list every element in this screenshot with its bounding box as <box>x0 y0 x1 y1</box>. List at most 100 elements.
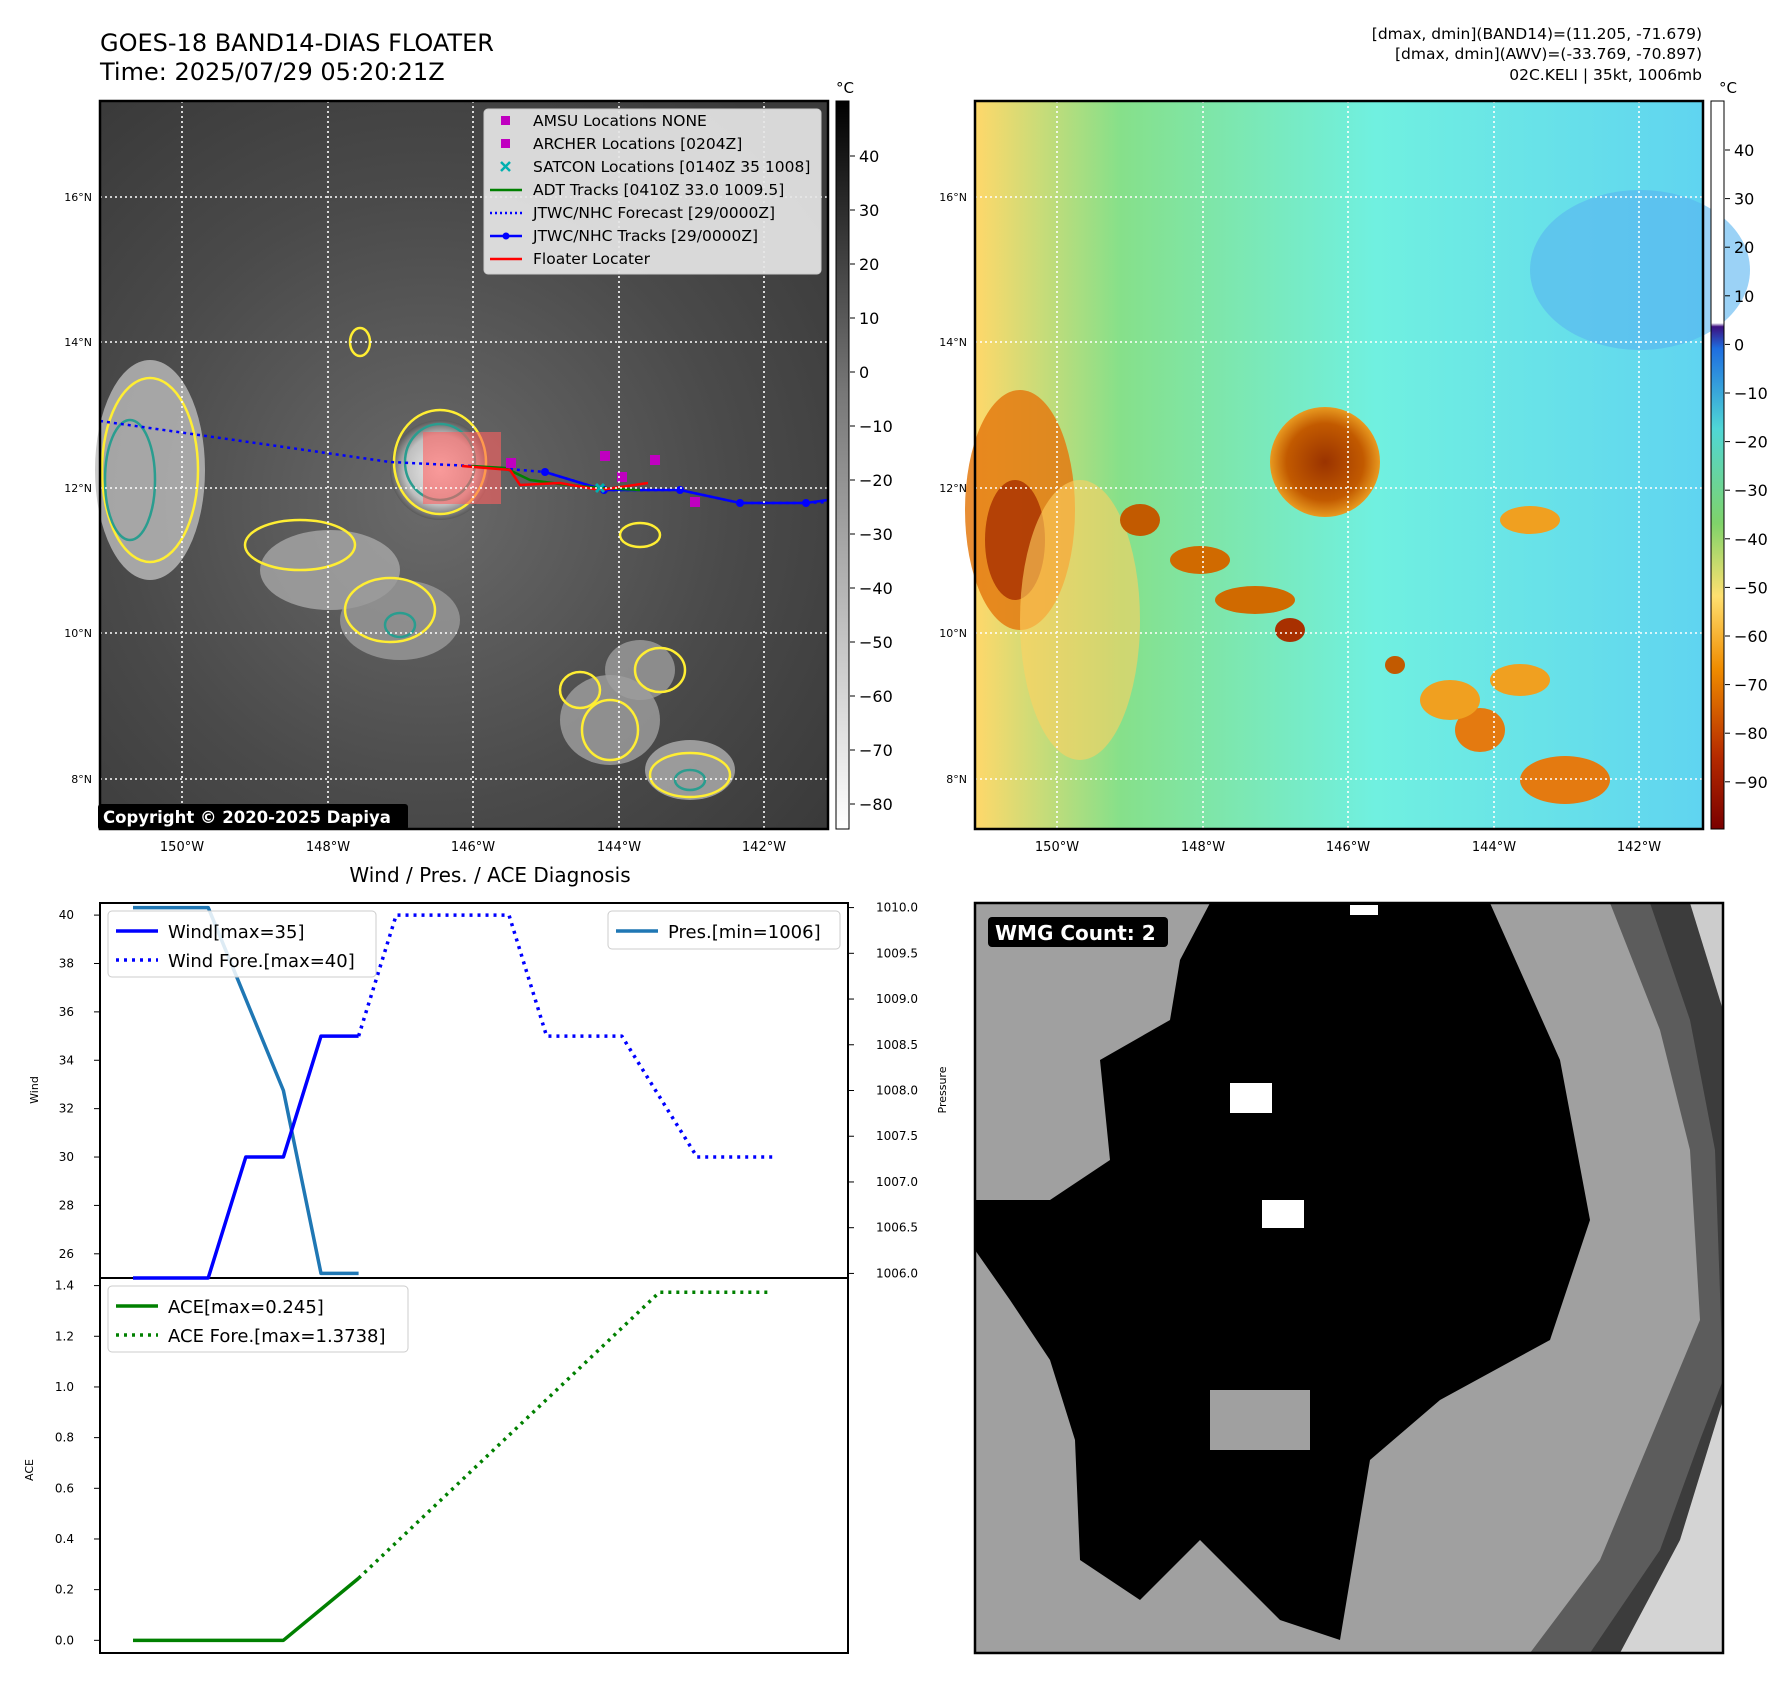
lat-label: 16°N <box>939 191 967 204</box>
wmg-count-text: WMG Count: 2 <box>995 921 1156 945</box>
ace-tick-label: 1.4 <box>55 1279 74 1293</box>
colorbar-tick-label: 20 <box>859 255 879 274</box>
colorbar-tick-label: 30 <box>1734 190 1754 209</box>
ir-panel: Copyright © 2020-2025 Dapiya AMSU Locati… <box>64 79 893 855</box>
wind-tick-label: 36 <box>59 1005 74 1019</box>
wmg-band-dark <box>1530 903 1723 1653</box>
lat-label: 14°N <box>64 336 92 349</box>
ir-legend-entries: AMSU Locations NONE ARCHER Locations [020… <box>490 112 810 268</box>
ace-tick-label: 0.0 <box>55 1633 74 1647</box>
colorbar-tick-label: −60 <box>859 687 893 706</box>
pressure-tick-label: 1006.0 <box>876 1266 918 1280</box>
legend-entry-label: ADT Tracks [0410Z 33.0 1009.5] <box>533 181 784 199</box>
colorbar-tick-label: −50 <box>859 633 893 652</box>
wind-tick-label: 34 <box>59 1053 74 1067</box>
wmg-corner-light <box>1690 903 1723 1010</box>
colorbar-tick-label: −70 <box>859 741 893 760</box>
info-storm: 02C.KELI | 35kt, 1006mb <box>1509 66 1702 84</box>
ace-tick-label: 1.0 <box>55 1380 74 1394</box>
wind-axis-label: Wind <box>28 1076 41 1104</box>
colorbar-tick-label: −30 <box>859 525 893 544</box>
pressure-tick-label: 1007.5 <box>876 1129 918 1143</box>
diagnosis-chart: Wind / Pres. / ACE Diagnosis Wind Pressu… <box>23 863 949 1654</box>
wmg-bottom-light <box>1620 1400 1723 1653</box>
wv-gridlines <box>975 101 1703 829</box>
legend-entry-label: ARCHER Locations [0204Z] <box>533 135 742 153</box>
lat-label: 10°N <box>939 627 967 640</box>
colorbar-tick-label: −40 <box>859 579 893 598</box>
ir-colorbar <box>835 100 850 830</box>
ace-legend-label: ACE[max=0.245] <box>168 1297 324 1318</box>
lon-label: 146°W <box>451 840 495 855</box>
colorbar-tick-label: 10 <box>1734 287 1754 306</box>
lat-label: 12°N <box>64 482 92 495</box>
colorbar-tick-label: 40 <box>1734 141 1754 160</box>
lat-label: 16°N <box>64 191 92 204</box>
pressure-tick-label: 1006.5 <box>876 1221 918 1235</box>
colorbar-tick-label: −50 <box>1734 578 1768 597</box>
pressure-line <box>133 905 359 1276</box>
copyright-text: Copyright © 2020-2025 Dapiya <box>103 808 391 827</box>
colorbar-tick-label: −20 <box>859 471 893 490</box>
wind-tick-label: 28 <box>59 1198 74 1212</box>
colorbar-tick-label: 0 <box>1734 335 1744 354</box>
wv-colorbar-ticks: 40 30 20 10 0 −10 −20 −30 −40 −50 −60 −70 −80 −90 <box>1725 141 1768 792</box>
info-band14: [dmax, dmin](BAND14)=(11.205, -71.679) <box>1372 25 1702 43</box>
pressure-legend <box>607 910 841 950</box>
wind-tick-label: 38 <box>59 956 74 970</box>
lon-label: 144°W <box>1472 840 1516 855</box>
lon-label: 142°W <box>742 840 786 855</box>
wmg-white-patch-3 <box>1350 905 1378 915</box>
colorbar-tick-label: −80 <box>1734 724 1768 743</box>
colorbar-tick-label: −20 <box>1734 433 1768 452</box>
colorbar-tick-label: 30 <box>859 201 879 220</box>
wv-lon-labels: 150°W 148°W 146°W 144°W 142°W <box>1035 840 1661 855</box>
lat-label: 14°N <box>939 336 967 349</box>
wind-tick-label: 26 <box>59 1247 74 1261</box>
ace-fore-legend-label: ACE Fore.[max=1.3738] <box>168 1326 386 1347</box>
diagnosis-series <box>133 905 773 1643</box>
figure-time: Time: 2025/07/29 05:20:21Z <box>99 58 445 86</box>
ir-frame <box>98 99 830 831</box>
pressure-legend-label: Pres.[min=1006] <box>668 922 821 943</box>
wmg-white-patch-2 <box>1262 1200 1304 1228</box>
colorbar-tick-label: −60 <box>1734 627 1768 646</box>
lon-label: 148°W <box>1181 840 1225 855</box>
ace-tick-label: 1.2 <box>55 1329 74 1343</box>
wind-fore-legend-label: Wind Fore.[max=40] <box>168 951 355 972</box>
ir-lat-labels: 16°N 14°N 12°N 10°N 8°N <box>64 191 92 786</box>
info-awv: [dmax, dmin](AWV)=(-33.769, -70.897) <box>1395 45 1702 63</box>
wv-colorbar-unit: °C <box>1719 79 1737 97</box>
pressure-tick-label: 1008.5 <box>876 1038 918 1052</box>
ace-legend <box>107 1285 409 1353</box>
wind-ticks: 26 28 30 32 34 36 38 40 <box>59 908 100 1261</box>
archer-points <box>506 451 700 507</box>
wv-frame <box>973 99 1705 831</box>
colorbar-tick-label: −90 <box>1734 773 1768 792</box>
colorbar-tick-label: −10 <box>859 417 893 436</box>
ace-axis-label: ACE <box>23 1459 36 1481</box>
pressure-tick-label: 1010.0 <box>876 901 918 915</box>
wind-tick-label: 30 <box>59 1150 74 1164</box>
ir-colorbar-unit: °C <box>836 79 854 97</box>
legend-marker-square <box>501 116 510 125</box>
wmg-gray-patch <box>1210 1390 1310 1450</box>
pressure-axis-label: Pressure <box>936 1066 949 1113</box>
lon-label: 146°W <box>1326 840 1370 855</box>
colorbar-tick-label: −80 <box>859 795 893 814</box>
diagnosis-title: Wind / Pres. / ACE Diagnosis <box>349 863 630 887</box>
wmg-panel: WMG Count: 2 <box>973 901 1725 1655</box>
wmg-frame <box>973 901 1725 1655</box>
pressure-tick-label: 1009.5 <box>876 946 918 960</box>
wind-legend <box>107 910 377 978</box>
floater-locater-track <box>461 464 649 492</box>
pressure-tick-label: 1008.0 <box>876 1084 918 1098</box>
lat-label: 8°N <box>946 773 967 786</box>
colorbar-tick-label: 20 <box>1734 238 1754 257</box>
ir-legend <box>483 108 822 275</box>
ir-colorbar-ticks: 40 30 20 10 0 −10 −20 −30 −40 −50 −60 −70 −80 <box>850 147 893 814</box>
lat-label: 8°N <box>71 773 92 786</box>
legend-entry-label: JTWC/NHC Forecast [29/0000Z] <box>532 204 775 222</box>
lat-label: 10°N <box>64 627 92 640</box>
